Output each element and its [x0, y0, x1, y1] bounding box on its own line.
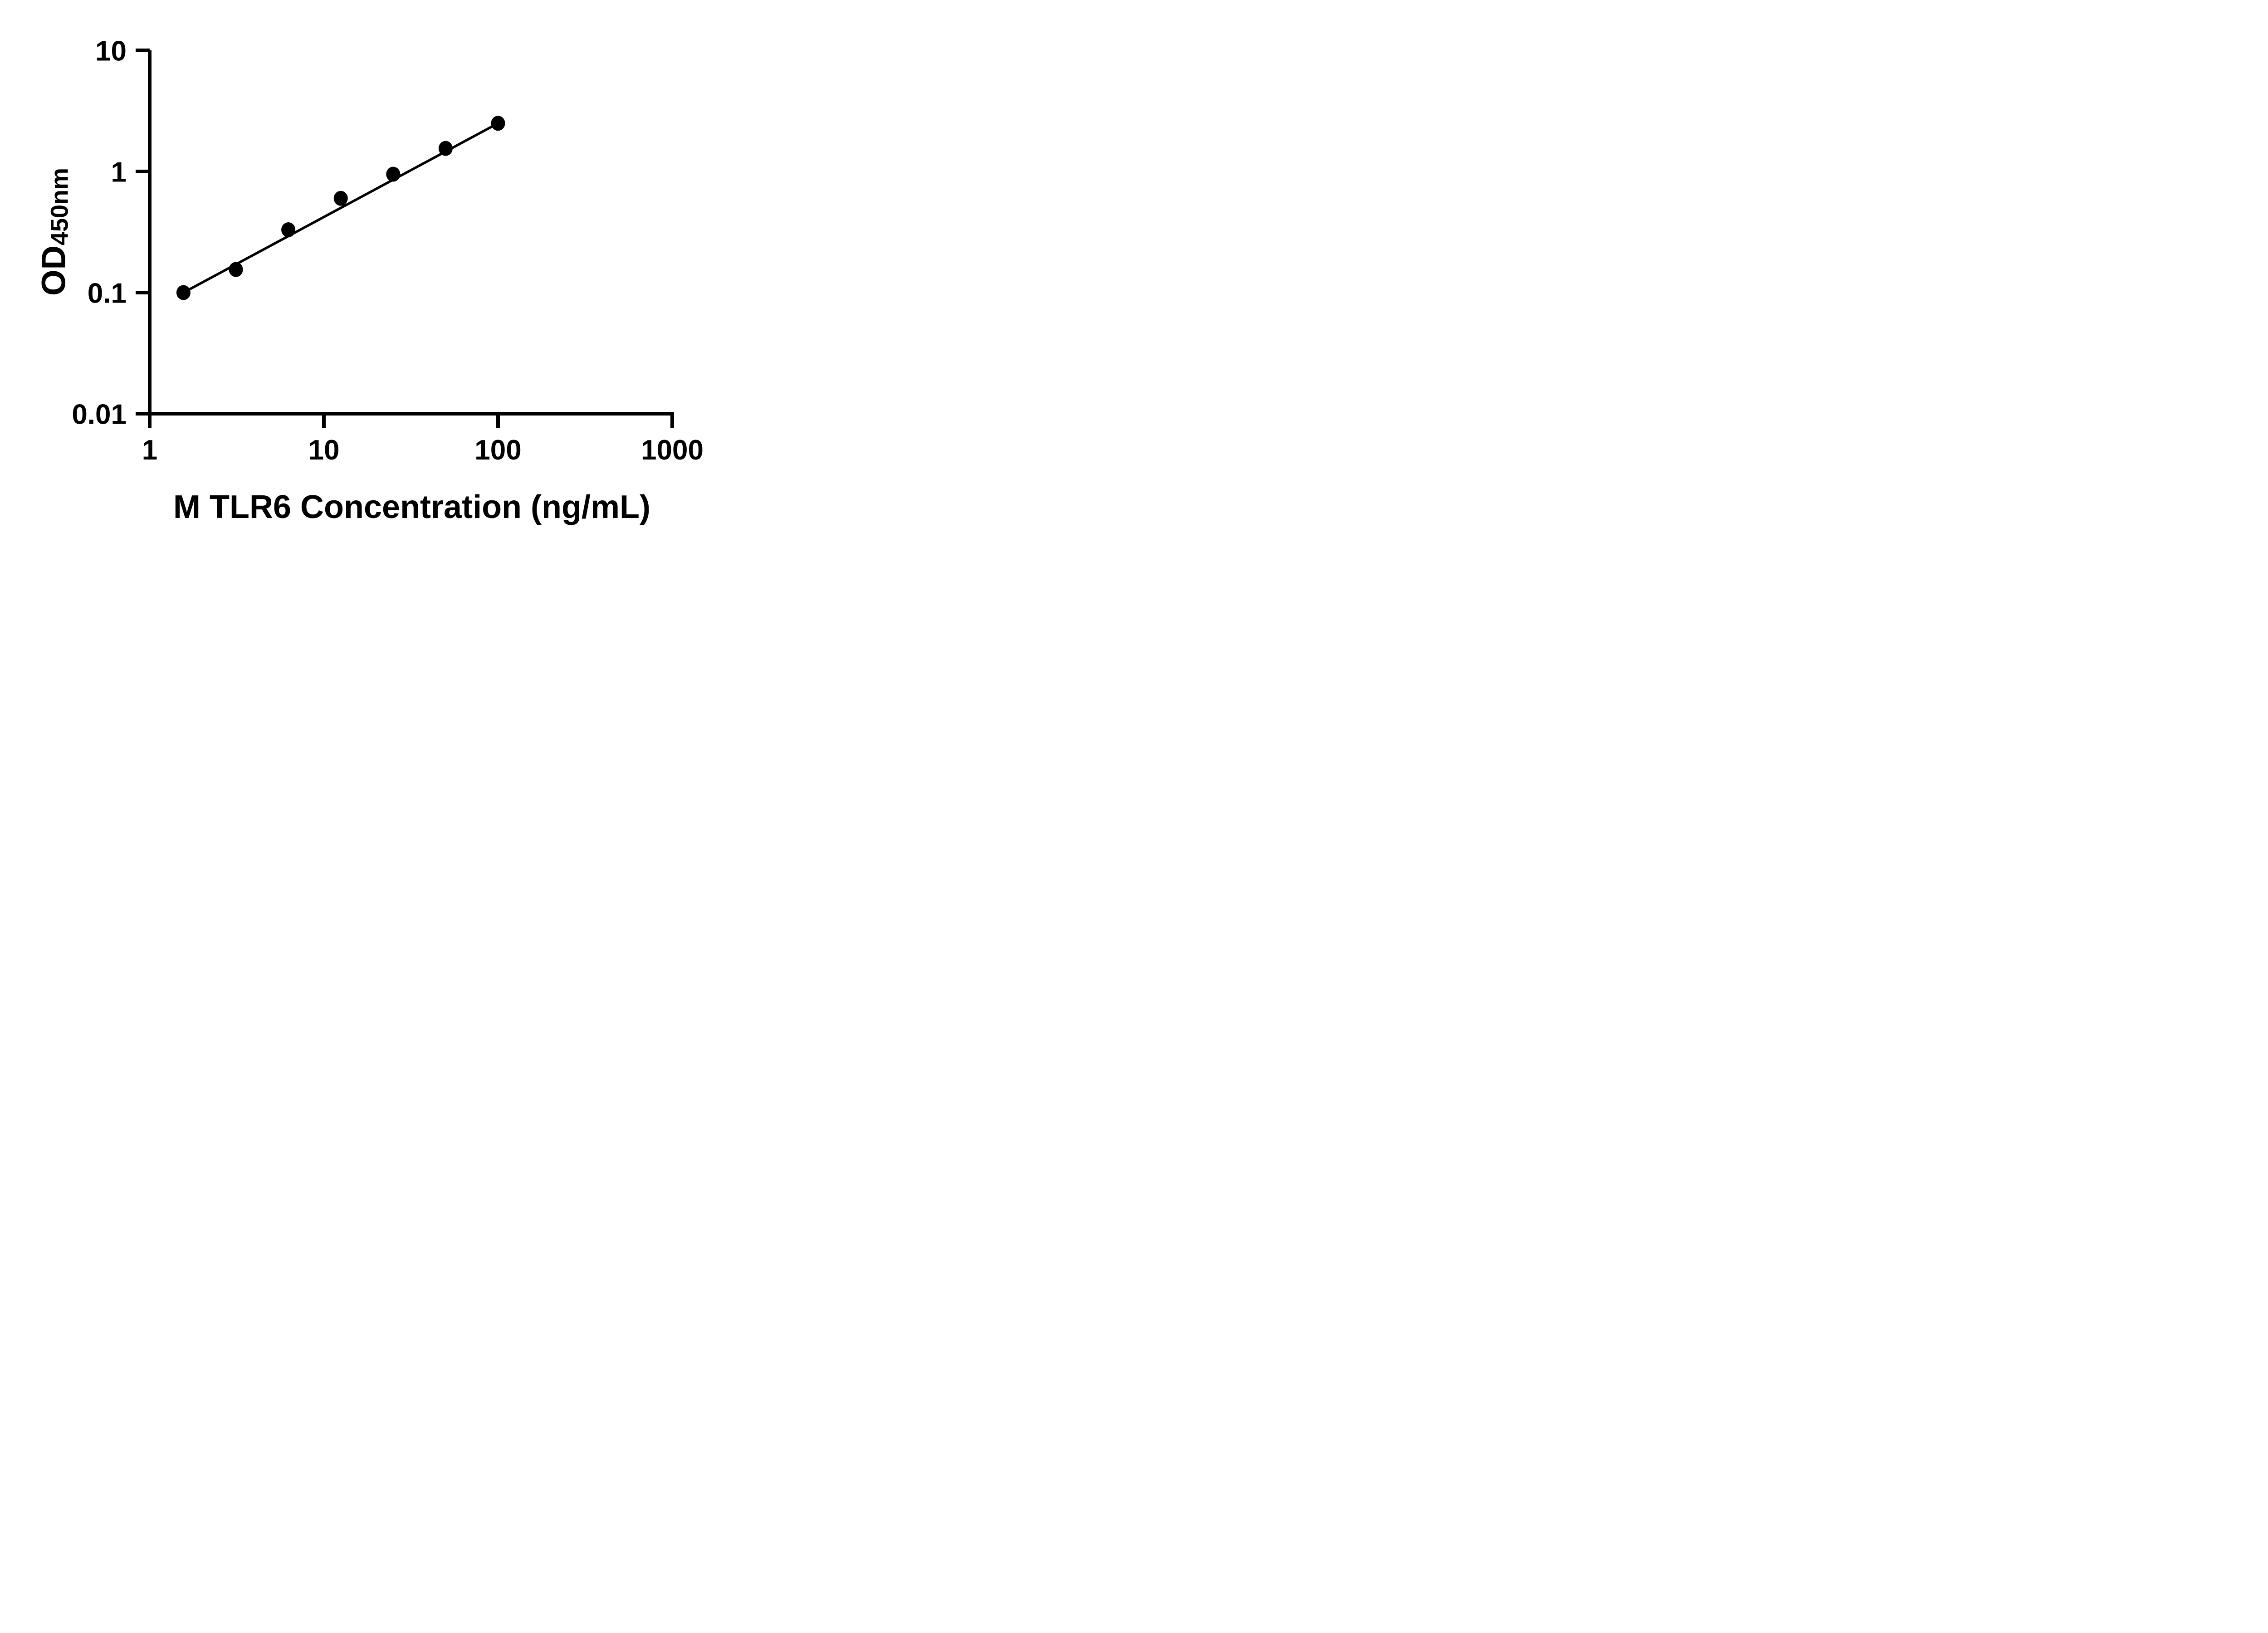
y-axis-title: OD450nm: [34, 168, 73, 296]
data-point-5: [386, 166, 401, 182]
x-tick-label-1: 1: [142, 435, 157, 466]
y-tick-label-10: 10: [95, 35, 127, 67]
x-tick-label-10: 10: [308, 435, 340, 466]
data-point-6: [438, 141, 453, 156]
y-tick-label-1: 1: [111, 156, 127, 188]
y-axis-title-subscript: 450nm: [46, 167, 73, 246]
x-axis-title: M TLR6 Concentration (ng/mL): [173, 489, 650, 525]
x-tick-label-1000: 1000: [641, 435, 704, 466]
data-point-1: [176, 285, 191, 300]
data-point-4: [333, 191, 348, 206]
data-point-7: [491, 116, 505, 131]
y-axis-title-main: OD: [34, 245, 73, 296]
chart-figure: 0.01 0.1 1 10 1 10 100 1000 M TLR6 Concentratio…: [0, 0, 777, 544]
plot-area: 0.01 0.1 1 10 1 10 100 1000: [72, 35, 704, 466]
y-tick-label-0.1: 0.1: [88, 278, 127, 309]
x-tick-label-100: 100: [474, 435, 521, 466]
data-point-2: [229, 262, 243, 277]
y-tick-label-0.01: 0.01: [72, 399, 127, 430]
data-point-3: [281, 222, 296, 238]
